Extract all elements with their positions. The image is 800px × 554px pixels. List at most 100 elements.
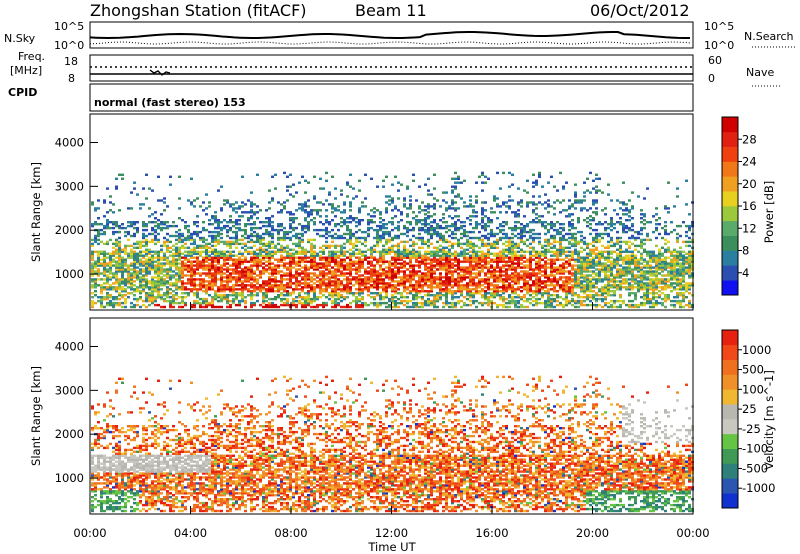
power-cell [289,230,292,234]
power-cell [502,256,505,259]
power-cell [277,284,280,287]
power-cell [520,270,523,273]
power-cell [439,282,442,285]
power-cell [226,288,229,291]
power-cell [196,256,199,259]
power-cell [157,260,160,263]
power-cell [214,238,217,242]
power-cell [370,264,373,267]
power-cell [166,226,169,230]
power-cell [532,173,535,176]
power-cell [229,244,232,248]
power-cell [568,242,571,246]
power-cell [553,254,556,257]
power-cell [535,299,538,303]
power-cell [205,238,208,242]
power-cell [367,276,370,279]
power-cell [496,171,499,175]
power-cell [121,250,124,253]
power-cell [220,236,223,240]
power-cell [391,217,394,220]
power-cell [382,268,385,271]
power-cell [226,301,229,305]
power-cell [430,193,433,196]
power-cell [343,286,346,289]
power-cell [265,248,268,251]
power-cell [490,272,493,275]
power-cell [514,296,517,299]
power-cell [244,280,247,283]
power-cell [466,242,469,246]
power-cell [439,297,442,301]
power-cell [556,248,559,251]
power-cell [556,294,559,297]
power-cell [163,274,166,277]
power-cell [193,270,196,273]
power-cell [322,244,325,248]
power-cell [127,286,130,289]
power-cell [178,232,181,236]
power-cell [421,276,424,279]
power-cell [142,234,145,238]
power-cell [370,284,373,287]
power-cell [535,232,538,236]
power-cell [568,278,571,281]
power-cell [556,240,559,244]
power-cell [310,258,313,261]
power-cell [250,215,253,218]
power-cell [472,266,475,269]
power-cell [301,260,304,263]
power-cell [451,270,454,273]
power-cell [379,240,382,244]
power-cell [340,294,343,297]
power-cell [214,290,217,293]
power-cell [118,260,121,263]
power-cell [169,276,172,279]
power-cell [148,262,151,265]
power-cell [475,211,478,214]
power-cell [508,264,511,267]
power-cell [418,260,421,263]
power-cell [577,299,580,303]
power-cell [166,286,169,289]
power-cell [445,224,448,228]
power-cell [343,278,346,281]
power-cell [499,256,502,259]
power-cell [286,262,289,265]
power-cell [112,282,115,285]
power-cell [331,294,334,297]
power-cell [145,254,148,257]
power-cell [286,290,289,293]
power-cell [367,288,370,291]
power-cell [556,282,559,285]
power-cell [223,219,226,222]
power-cell [424,274,427,277]
power-cell [466,290,469,293]
power-cell [550,284,553,287]
power-cell [202,226,205,230]
power-cell [514,244,517,248]
power-cell [304,211,307,214]
power-cell [514,213,517,216]
power-cell [430,234,433,238]
power-cell [301,209,304,212]
power-cell [436,284,439,287]
power-cell [571,244,574,248]
power-cell [241,258,244,261]
power-cell [493,232,496,236]
power-cell [250,246,253,249]
power-cell [358,299,361,303]
power-cell [202,284,205,287]
power-cell [373,301,376,305]
power-cell [313,282,316,285]
power-cell [247,274,250,277]
power-cell [571,234,574,238]
power-cell [403,280,406,283]
power-cell [100,223,103,226]
power-cell [412,294,415,297]
power-cell [430,274,433,277]
power-cell [337,234,340,238]
power-cell [268,217,271,220]
power-cell [97,232,100,236]
power-cell [379,280,382,283]
